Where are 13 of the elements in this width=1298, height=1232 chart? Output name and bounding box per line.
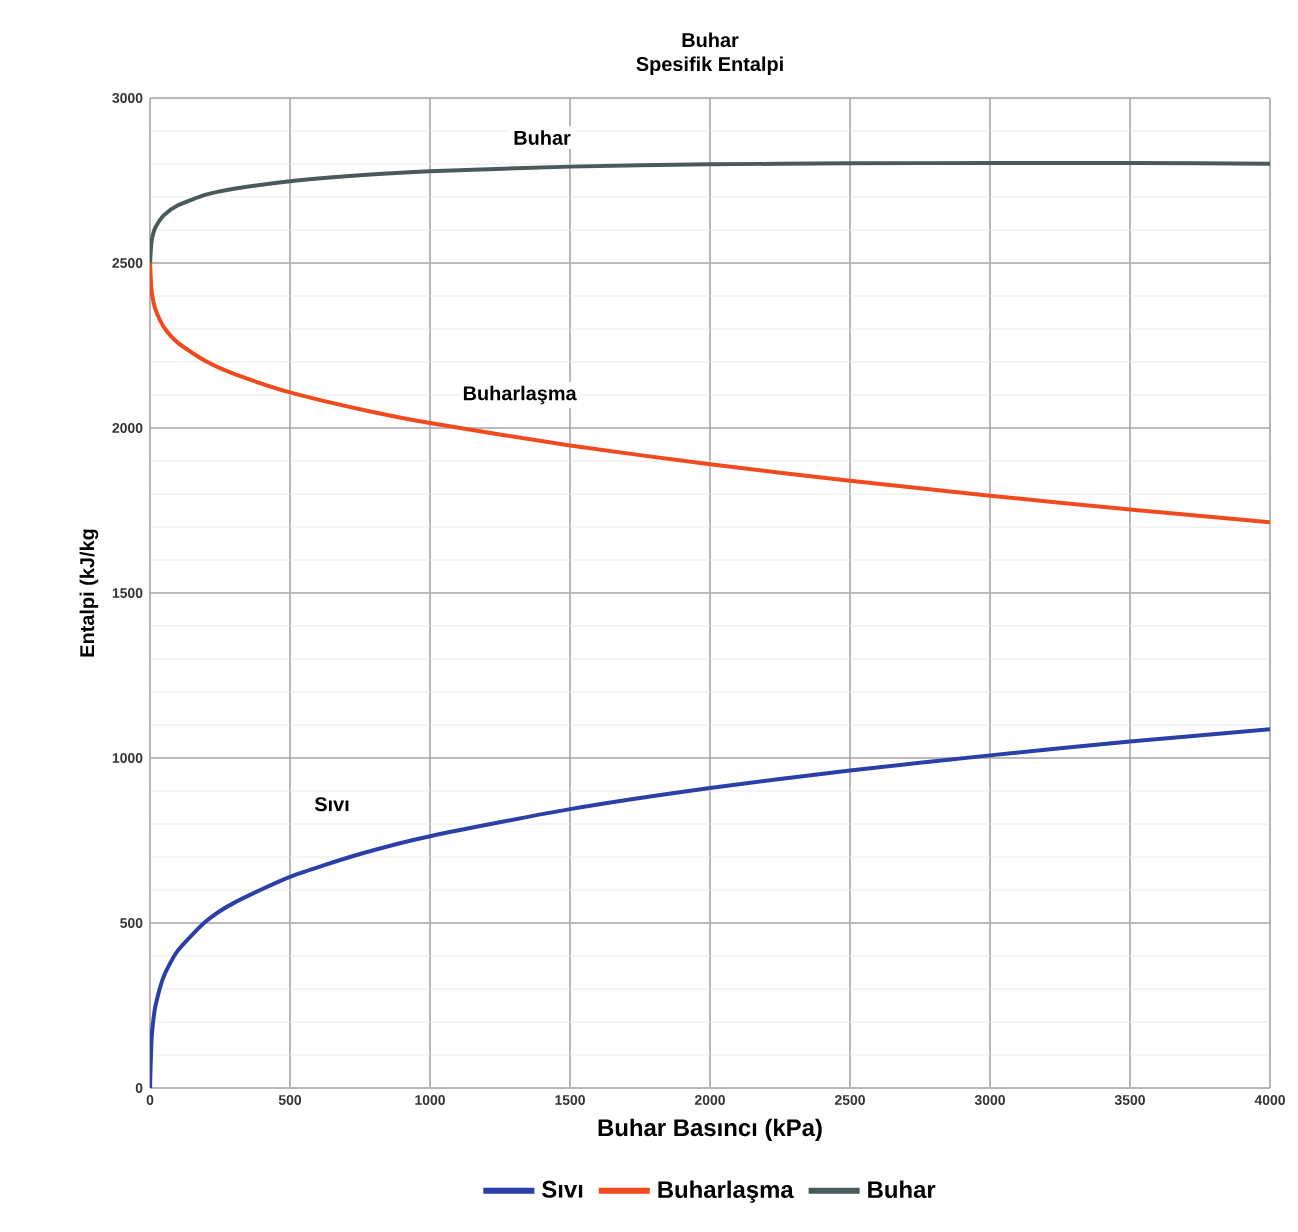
legend-label: Buharlaşma (658, 1180, 794, 1203)
y-axis-title: Entalpi (kJ/kg (79, 529, 99, 657)
line-series (150, 260, 1271, 525)
line-series (150, 160, 1271, 265)
x-axis-title: Buhar Basıncı (kPa) (598, 1118, 822, 1141)
legend-label: Sıvı (542, 1180, 583, 1198)
chart-title: Buhar (682, 32, 739, 48)
chart-subtitle: Spesifik Entalpi (636, 56, 783, 75)
annotation: Sıvı (314, 797, 349, 812)
annotation: Buharlaşma (463, 385, 577, 405)
annotation: Buhar (514, 130, 571, 145)
legend-label: Buhar (868, 1180, 936, 1199)
line-series (150, 727, 1271, 1088)
